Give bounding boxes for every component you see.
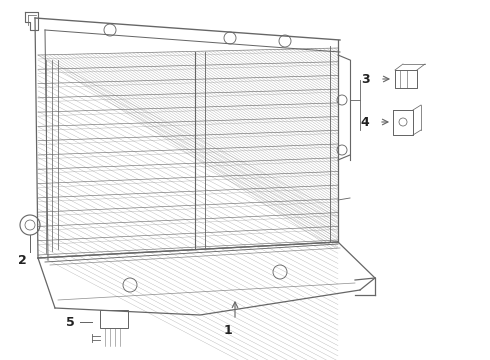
- Text: 1: 1: [223, 324, 232, 337]
- Bar: [100, 310, 128, 328]
- Text: 3: 3: [362, 72, 370, 86]
- Text: 2: 2: [18, 253, 26, 266]
- Text: 5: 5: [66, 315, 74, 328]
- Text: 4: 4: [361, 116, 369, 129]
